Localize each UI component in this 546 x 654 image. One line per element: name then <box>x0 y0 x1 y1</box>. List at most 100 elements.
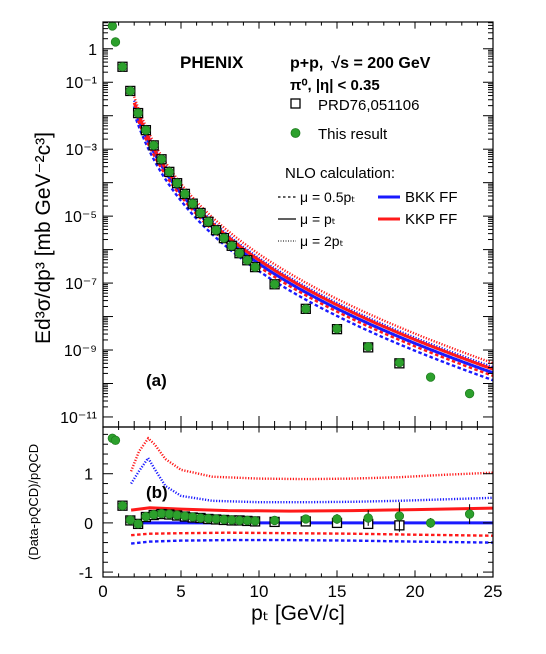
spectrum-y-tick-label-6: 10⁻¹¹ <box>60 410 97 427</box>
ratio-x-tick-label-0: 0 <box>98 582 107 601</box>
x-axis-label: pₜ [GeV/c] <box>251 602 345 625</box>
ratio-data-points <box>107 433 475 532</box>
spectrum-y-tick-label-0: 1 <box>88 42 97 59</box>
spectrum-point-this-result-26 <box>464 388 475 399</box>
ratio-panel: -1 0 1 0 5 10 15 20 25 (Data-pQCD)/pQCD pₜ [GeV… <box>26 426 502 625</box>
ratio-point-this-result-1 <box>110 435 121 445</box>
legend-nlo-title: NLO calculation: <box>285 165 395 182</box>
legend-marker-this-result <box>290 128 301 138</box>
ratio-curve-bkk-5 <box>130 538 494 545</box>
legend-label-kkp: KKP FF <box>405 211 457 228</box>
spectrum-x-ticks <box>102 22 494 427</box>
legend-marker-prd <box>290 98 301 109</box>
spectrum-point-this-result-24 <box>394 357 405 368</box>
spectrum-point-this-result-22 <box>332 324 342 334</box>
ratio-point-this-result-13 <box>203 513 213 524</box>
spectrum-point-this-result-25 <box>425 372 436 382</box>
ratio-point-this-result-18 <box>242 515 252 526</box>
ratio-curve-kkp-1 <box>130 506 494 513</box>
ratio-y-tick-label-0: -1 <box>79 565 93 582</box>
spectrum-point-this-result-16 <box>227 241 237 251</box>
ratio-point-this-result-24 <box>394 511 405 521</box>
legend-label-double-scale: μ = 2pₜ <box>300 233 344 249</box>
ratio-point-this-result-2 <box>117 501 128 511</box>
spectrum-data-points <box>107 21 475 399</box>
spectrum-point-this-result-12 <box>195 208 206 218</box>
spectrum-point-this-result-17 <box>234 248 245 258</box>
spectrum-y-tick-label-5: 10⁻⁹ <box>64 343 97 360</box>
spectrum-point-this-result-23 <box>363 342 373 352</box>
ratio-point-this-result-21 <box>301 514 311 524</box>
ratio-point-this-result-23 <box>363 513 373 523</box>
spectrum-point-this-result-11 <box>188 199 198 209</box>
spectrum-point-this-result-6 <box>149 140 159 151</box>
ratio-curve-kkp-2 <box>129 436 494 481</box>
ratio-point-this-result-5 <box>141 511 151 522</box>
spectrum-point-this-result-1 <box>110 37 121 47</box>
spectrum-point-this-result-0 <box>107 21 118 31</box>
ratio-nlo-curves <box>129 436 494 545</box>
experiment-label: PHENIX <box>180 53 244 72</box>
spectrum-panel: 1 10⁻¹ 10⁻³ 10⁻⁵ 10⁻⁷ 10⁻⁹ 10⁻¹¹ Ed³σ/dp³ [mb … <box>32 21 494 428</box>
ratio-point-this-result-25 <box>425 518 436 528</box>
ratio-frame <box>102 426 494 578</box>
ratio-point-this-result-9 <box>172 510 182 520</box>
ratio-point-this-result-10 <box>180 511 190 521</box>
ratio-point-this-result-16 <box>227 515 237 525</box>
panel-label-a: (a) <box>146 371 167 390</box>
ratio-point-this-result-7 <box>156 508 167 519</box>
spectrum-point-this-result-21 <box>301 304 311 314</box>
spectrum-point-this-result-4 <box>133 108 143 118</box>
system-label: p+p, √s = 200 GeV <box>290 55 431 72</box>
spectrum-point-this-result-7 <box>156 154 167 164</box>
ratio-x-tick-label-5: 25 <box>484 582 503 601</box>
ratio-y-axis-label: (Data-pQCD)/pQCD <box>26 444 41 560</box>
system-name: p+p, <box>290 55 323 72</box>
spectrum-y-axis-label: Ed³σ/dp³ [mb GeV⁻²c³] <box>32 132 55 344</box>
ratio-point-this-result-26 <box>464 509 475 519</box>
spectrum-point-this-result-10 <box>180 189 190 199</box>
ratio-point-this-result-8 <box>164 509 174 519</box>
panel-label-b: (b) <box>146 483 168 502</box>
ratio-point-this-result-22 <box>332 514 342 524</box>
ratio-point-this-result-3 <box>125 515 135 525</box>
ratio-point-this-result-11 <box>188 512 198 522</box>
spectrum-point-this-result-2 <box>117 62 128 72</box>
ratio-point-this-result-17 <box>234 515 245 526</box>
spectrum-y-ticks: 1 10⁻¹ 10⁻³ 10⁻⁵ 10⁻⁷ 10⁻⁹ 10⁻¹¹ <box>60 22 493 427</box>
ratio-curve-kkp-4 <box>131 531 494 537</box>
ratio-x-tick-label-2: 10 <box>250 582 269 601</box>
spectrum-point-this-result-8 <box>164 167 174 177</box>
ratio-x-tick-label-3: 15 <box>328 582 347 601</box>
legend-label-this-result: This result <box>318 126 388 143</box>
ratio-y-tick-label-1: 0 <box>84 516 93 533</box>
ratio-x-tick-label-1: 5 <box>176 582 185 601</box>
legend-label-unit-scale: μ = pₜ <box>300 211 336 227</box>
energy-label: √s = 200 GeV <box>331 55 430 72</box>
ratio-point-this-result-15 <box>219 514 229 525</box>
ratio-point-this-result-6 <box>149 509 159 520</box>
spectrum-point-this-result-15 <box>219 233 229 243</box>
spectrum-point-this-result-3 <box>125 86 135 96</box>
spectrum-y-tick-label-2: 10⁻³ <box>65 142 97 159</box>
spectrum-point-this-result-18 <box>242 255 252 265</box>
legend-label-bkk: BKK FF <box>405 189 458 206</box>
ratio-point-this-result-4 <box>133 519 143 529</box>
spectrum-point-this-result-14 <box>211 225 221 235</box>
spectrum-point-this-result-9 <box>172 178 182 188</box>
spectrum-y-tick-label-1: 10⁻¹ <box>65 75 97 92</box>
spectrum-y-tick-label-4: 10⁻⁷ <box>65 276 97 293</box>
ratio-point-this-result-20 <box>269 515 280 526</box>
ratio-x-ticks: 0 5 10 15 20 25 <box>98 427 502 601</box>
selection-label: π⁰, |η| < 0.35 <box>290 77 380 94</box>
ratio-point-this-result-19 <box>250 516 260 526</box>
ratio-y-ticks: -1 0 1 <box>79 433 493 582</box>
ratio-point-this-result-14 <box>211 514 221 524</box>
spectrum-point-this-result-19 <box>250 262 260 272</box>
ratio-point-this-result-12 <box>195 513 206 523</box>
legend-label-half-scale: μ = 0.5pₜ <box>300 189 355 205</box>
legend-label-prd: PRD76,051106 <box>318 97 419 114</box>
ratio-y-tick-label-2: 1 <box>84 467 93 484</box>
